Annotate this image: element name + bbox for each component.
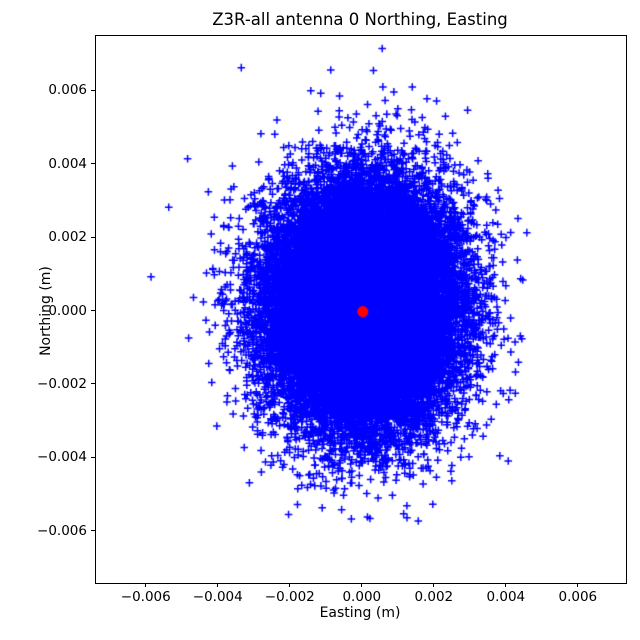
x-tick-label: 0.004 xyxy=(486,589,526,605)
scatter-canvas xyxy=(96,36,626,583)
plot-area xyxy=(95,35,627,584)
y-tick-label: −0.002 xyxy=(37,375,87,392)
x-tick-label: 0.002 xyxy=(414,589,454,605)
x-tick-mark xyxy=(433,583,435,587)
x-tick-label: 0.006 xyxy=(558,589,598,605)
y-tick-label: 0.000 xyxy=(48,302,87,319)
x-tick-mark xyxy=(577,583,579,587)
x-axis-label: Easting (m) xyxy=(319,605,401,621)
y-tick-label: 0.006 xyxy=(48,82,87,99)
x-tick-mark xyxy=(217,583,219,587)
y-tick-mark xyxy=(91,383,95,385)
y-tick-label: −0.006 xyxy=(37,522,87,539)
y-tick-mark xyxy=(91,310,95,312)
y-tick-label: −0.004 xyxy=(37,449,87,466)
x-tick-label: 0.000 xyxy=(342,589,382,605)
y-tick-mark xyxy=(91,456,95,458)
y-tick-label: 0.002 xyxy=(48,229,87,246)
x-tick-mark xyxy=(361,583,363,587)
y-tick-mark xyxy=(91,163,95,165)
y-axis-label: Northing (m) xyxy=(38,266,54,356)
x-tick-mark xyxy=(289,583,291,587)
x-tick-label: −0.006 xyxy=(120,589,171,605)
y-tick-mark xyxy=(91,89,95,91)
y-tick-label: 0.004 xyxy=(48,155,87,172)
x-tick-mark xyxy=(505,583,507,587)
x-tick-label: −0.004 xyxy=(192,589,243,605)
y-tick-mark xyxy=(91,236,95,238)
chart-title: Z3R-all antenna 0 Northing, Easting xyxy=(212,10,508,29)
y-tick-mark xyxy=(91,530,95,532)
x-tick-mark xyxy=(145,583,147,587)
x-tick-label: −0.002 xyxy=(264,589,315,605)
